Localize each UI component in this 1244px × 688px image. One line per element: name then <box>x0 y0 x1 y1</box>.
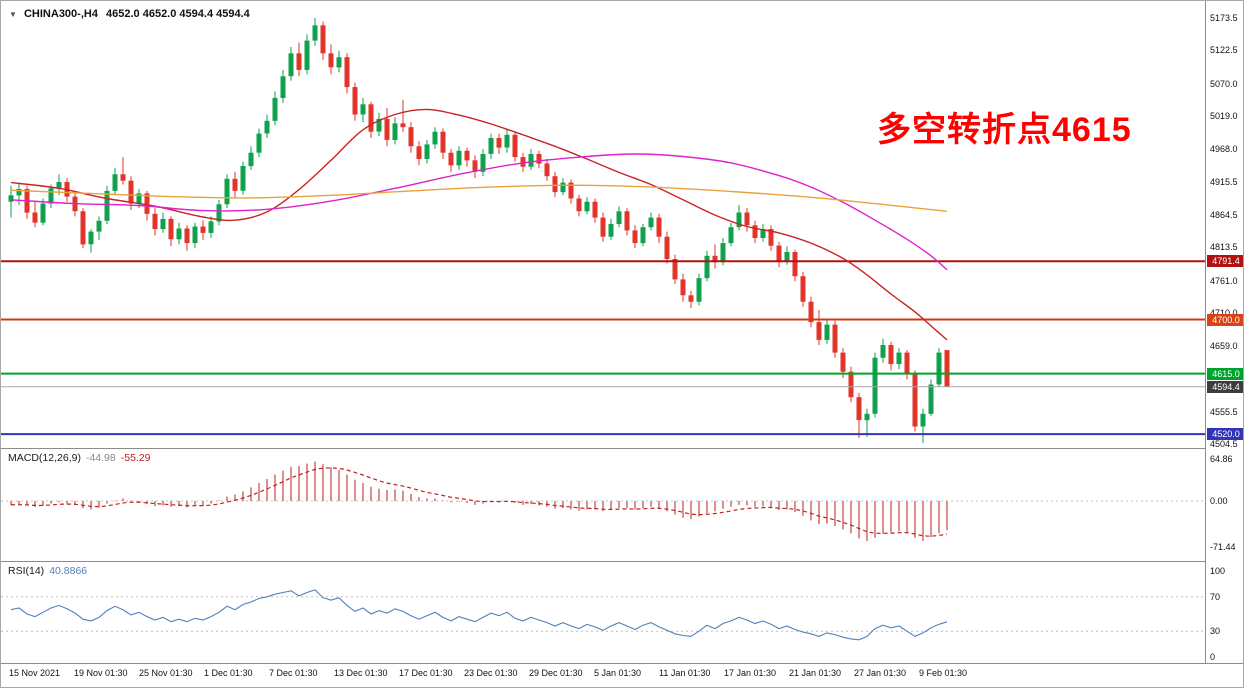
time-axis-divider[interactable] <box>1 663 1243 664</box>
panel-divider[interactable] <box>1 561 1243 562</box>
price-badge-4594.4: 4594.4 <box>1207 380 1243 393</box>
price-axis-label: 4659.0 <box>1210 340 1238 351</box>
price-chart-canvas[interactable] <box>1 1 1205 448</box>
time-axis-label: 23 Dec 01:30 <box>464 668 518 678</box>
time-axis-label: 7 Dec 01:30 <box>269 668 318 678</box>
rsi-axis-label: 100 <box>1210 566 1226 576</box>
ma-slow-orange <box>10 184 948 212</box>
time-axis-label: 9 Feb 01:30 <box>919 668 968 678</box>
price-axis-label: 5019.0 <box>1210 111 1238 122</box>
price-badge-4700.0: 4700.0 <box>1207 313 1243 326</box>
macd-label: MACD(12,26,9) -44.98 -55.29 <box>8 452 151 464</box>
price-axis-label: 4761.0 <box>1210 275 1238 286</box>
rsi-axis-label: 30 <box>1210 626 1221 637</box>
macd-axis-label: 64.86 <box>1210 454 1233 465</box>
price-axis[interactable]: 5173.5 5122.5 5070.0 5019.0 4968.0 4915.5 4864… <box>1205 1 1243 663</box>
price-axis-label: 4710.0 <box>1210 308 1238 318</box>
time-axis-label: 5 Jan 01:30 <box>594 668 642 678</box>
rsi-axis-label: 70 <box>1210 591 1221 602</box>
time-axis[interactable]: 15 Nov 2021 19 Nov 01:30 25 Nov 01:30 1 Dec… <box>1 664 1205 687</box>
macd-signal-line <box>10 467 948 537</box>
rsi-value: 40.8866 <box>49 565 88 577</box>
time-axis-label: 13 Dec 01:30 <box>334 668 388 678</box>
price-axis-label: 4813.5 <box>1210 242 1238 253</box>
time-axis-label: 21 Jan 01:30 <box>789 668 842 678</box>
annotation-text: 多空转折点4615 <box>877 111 1132 149</box>
ma-mid-magenta <box>10 153 948 271</box>
price-badge-4615.0: 4615.0 <box>1207 367 1243 380</box>
time-axis-label: 27 Jan 01:30 <box>854 668 907 678</box>
time-axis-label: 29 Dec 01:30 <box>529 668 583 678</box>
price-axis-label: 5173.5 <box>1210 13 1238 23</box>
time-axis-label: 19 Nov 01:30 <box>74 668 128 678</box>
rsi-name: RSI(14) <box>8 565 45 577</box>
price-axis-label: 5122.5 <box>1210 45 1238 56</box>
collapse-chart-icon[interactable]: ▼ <box>9 10 17 19</box>
time-axis-label: 17 Jan 01:30 <box>724 668 777 678</box>
macd-signal-value: -55.29 <box>120 452 151 464</box>
price-axis-label: 4968.0 <box>1210 143 1238 154</box>
macd-main-value: -44.98 <box>85 452 116 464</box>
rsi-axis-label: 0 <box>1210 652 1216 662</box>
rsi-label: RSI(14) 40.8866 <box>8 565 87 577</box>
macd-name: MACD(12,26,9) <box>8 452 81 464</box>
time-axis-label: 11 Jan 01:30 <box>659 668 711 678</box>
ma-fast-red <box>10 108 948 341</box>
macd-axis-label: 0.00 <box>1210 496 1228 506</box>
macd-panel-canvas[interactable] <box>1 450 1205 560</box>
time-axis-label: 25 Nov 01:30 <box>139 668 193 678</box>
price-axis-label: 4864.5 <box>1210 209 1238 220</box>
time-axis-label: 1 Dec 01:30 <box>204 668 253 678</box>
rsi-panel-canvas[interactable] <box>1 563 1205 662</box>
price-axis-label: 4915.5 <box>1210 177 1238 188</box>
macd-axis-label: -71.44 <box>1210 542 1236 553</box>
time-axis-label: 17 Dec 01:30 <box>399 668 453 678</box>
symbol-label: CHINA300-,H4 <box>23 8 98 20</box>
price-badge-4520.0: 4520.0 <box>1207 428 1243 441</box>
rsi-line <box>10 589 948 641</box>
price-axis-label: 5070.0 <box>1210 78 1238 89</box>
ohlc-values: 4652.0 4652.0 4594.4 4594.4 <box>106 8 250 20</box>
price-axis-label: 4504.5 <box>1210 439 1238 449</box>
time-axis-label: 15 Nov 2021 <box>9 668 61 678</box>
price-axis-label: 4555.5 <box>1210 406 1238 417</box>
macd-histogram <box>10 461 948 541</box>
chart-header: ▼ CHINA300-,H4 4652.0 4652.0 4594.4 4594… <box>9 8 250 20</box>
panel-divider[interactable] <box>1 448 1243 449</box>
price-badge-4791.4: 4791.4 <box>1207 255 1243 268</box>
candlestick-series <box>8 18 950 443</box>
